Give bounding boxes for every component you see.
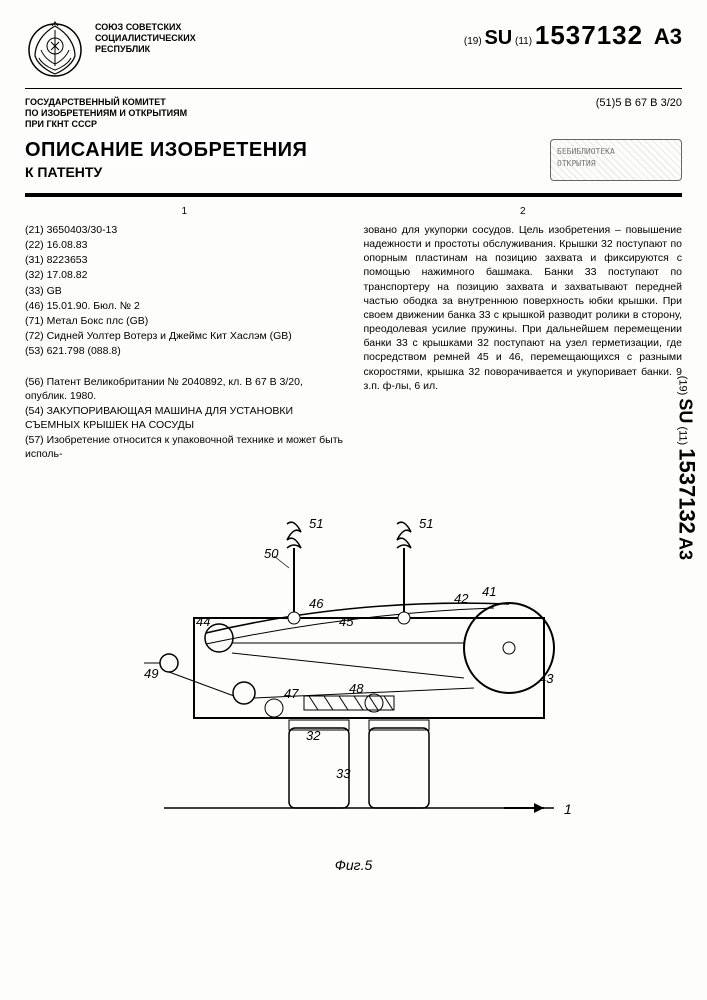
field-53: (53) 621.798 (088.8) (25, 344, 344, 358)
spring-post (287, 522, 301, 624)
ref-43: 43 (539, 671, 554, 686)
column-1: 1 (21) 3650403/30-13 (22) 16.08.83 (31) … (25, 205, 344, 462)
field-33: (33) GB (25, 284, 344, 298)
divider (25, 88, 682, 89)
ref-46: 46 (309, 596, 324, 611)
code-11: (11) (515, 36, 532, 47)
header: СОЮЗ СОВЕТСКИХ СОЦИАЛИСТИЧЕСКИХ РЕСПУБЛИ… (25, 20, 682, 80)
committee: ГОСУДАРСТВЕННЫЙ КОМИТЕТ ПО ИЗОБРЕТЕНИЯМ … (25, 97, 225, 129)
side-prefix: (19) (676, 376, 688, 396)
publication-number: 1537132 (535, 20, 643, 50)
committee-line: ПРИ ГКНТ СССР (25, 119, 225, 130)
document-title: ОПИСАНИЕ ИЗОБРЕТЕНИЯ (25, 139, 307, 162)
field-21: (21) 3650403/30-13 (25, 223, 344, 237)
figure: 1 32 33 41 42 43 44 45 46 47 48 49 50 51… (25, 478, 682, 873)
ipc-row: ГОСУДАРСТВЕННЫЙ КОМИТЕТ ПО ИЗОБРЕТЕНИЯМ … (25, 97, 682, 129)
ref-44: 44 (196, 614, 210, 629)
ref-32: 32 (306, 728, 321, 743)
figure-caption: Фиг.5 (25, 857, 682, 873)
field-22: (22) 16.08.83 (25, 238, 344, 252)
side-number: 1537132 (674, 448, 699, 534)
side-code: (11) (676, 426, 688, 445)
ref-51b: 51 (419, 516, 433, 531)
field-57: (57) Изобретение относится к упаковочной… (25, 433, 344, 461)
bibliographic-data: (21) 3650403/30-13 (22) 16.08.83 (31) 82… (25, 223, 344, 462)
org-line: СОЦИАЛИСТИЧЕСКИХ (95, 33, 454, 44)
code-19: (19) (464, 36, 482, 47)
column-number: 1 (25, 205, 344, 219)
publication-codes: (19) SU (11) 1537132 A3 (464, 20, 682, 55)
field-72: (72) Сидней Уолтер Вотерз и Джеймс Кит Х… (25, 329, 344, 343)
ipc-classification: (51)5 В 67 В 3/20 (596, 97, 682, 129)
stamp-line: ОТКРЫТИЯ (557, 158, 615, 169)
committee-line: ПО ИЗОБРЕТЕНИЯМ И ОТКРЫТИЯМ (25, 108, 225, 119)
spring-post (397, 522, 411, 624)
stamp-line: БЕБИБЛИОТЕКА (557, 146, 615, 157)
field-32: (32) 17.08.82 (25, 268, 344, 282)
side-publication-code: (19) SU (11) 1537132 A3 (673, 376, 699, 560)
field-46: (46) 15.01.90. Бюл. № 2 (25, 299, 344, 313)
body-columns: 1 (21) 3650403/30-13 (22) 16.08.83 (31) … (25, 205, 682, 462)
ref-51: 51 (309, 516, 323, 531)
field-56: (56) Патент Великобритании № 2040892, кл… (25, 375, 344, 403)
committee-line: ГОСУДАРСТВЕННЫЙ КОМИТЕТ (25, 97, 225, 108)
ref-49: 49 (144, 666, 158, 681)
ref-41: 41 (482, 584, 496, 599)
issuer-name: СОЮЗ СОВЕТСКИХ СОЦИАЛИСТИЧЕСКИХ РЕСПУБЛИ… (95, 20, 454, 54)
ref-42: 42 (454, 591, 469, 606)
ref-1: 1 (564, 801, 572, 817)
mechanism-diagram: 1 32 33 41 42 43 44 45 46 47 48 49 50 51… (114, 478, 594, 848)
ref-33: 33 (336, 766, 351, 781)
ref-47: 47 (284, 686, 299, 701)
column-number: 2 (364, 205, 683, 219)
column-2: 2 зовано для укупорки сосудов. Цель изоб… (364, 205, 683, 462)
thick-divider (25, 193, 682, 197)
library-stamp: БЕБИБЛИОТЕКА ОТКРЫТИЯ (550, 139, 682, 181)
org-line: РЕСПУБЛИК (95, 44, 454, 55)
side-country: SU (675, 398, 695, 423)
field-54: (54) ЗАКУПОРИВАЮЩАЯ МАШИНА ДЛЯ УСТАНОВКИ… (25, 404, 344, 432)
state-emblem-icon (25, 20, 85, 80)
title-row: ОПИСАНИЕ ИЗОБРЕТЕНИЯ К ПАТЕНТУ БЕБИБЛИОТ… (25, 139, 682, 181)
abstract-text: зовано для укупорки сосудов. Цель изобре… (364, 223, 683, 393)
document-subtitle: К ПАТЕНТУ (25, 164, 307, 180)
org-line: СОЮЗ СОВЕТСКИХ (95, 22, 454, 33)
field-31: (31) 8223653 (25, 253, 344, 267)
ref-45: 45 (339, 614, 354, 629)
kind-code: A3 (654, 24, 682, 49)
side-kind: A3 (675, 537, 695, 560)
country-code: SU (484, 27, 512, 49)
field-71: (71) Метал Бокс плс (GB) (25, 314, 344, 328)
ref-48: 48 (349, 681, 364, 696)
